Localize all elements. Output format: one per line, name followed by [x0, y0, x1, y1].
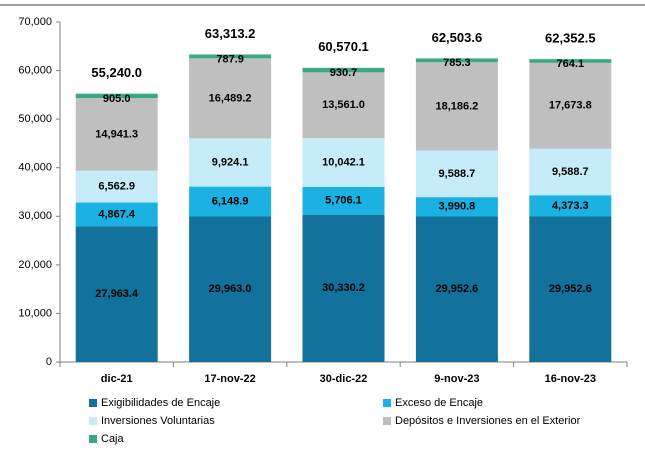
value-label: 6,562.9 [98, 181, 135, 193]
legend-label: Exceso de Encaje [395, 397, 483, 409]
bar-segment [302, 214, 385, 362]
value-label: 18,186.2 [435, 100, 478, 112]
value-label: 13,561.0 [322, 99, 365, 111]
value-label: 785.3 [443, 57, 471, 69]
bar-segment [415, 216, 498, 362]
bar-segment [75, 202, 158, 227]
bar-segment [189, 216, 272, 362]
bar-segment [75, 98, 158, 171]
value-label: 10,042.1 [322, 156, 365, 168]
value-label: 9,588.7 [439, 168, 476, 180]
value-label: 29,952.6 [549, 283, 592, 295]
y-tick-label: 0 [46, 356, 52, 368]
bar-segment [529, 59, 612, 63]
y-tick-label: 70,000 [18, 16, 52, 28]
value-label: 9,924.1 [212, 156, 249, 168]
total-label: 63,313.2 [205, 26, 256, 41]
legend-swatch [89, 435, 97, 443]
legend-label: Depósitos e Inversiones en el Exterior [395, 415, 581, 427]
value-label: 16,489.2 [209, 92, 252, 104]
bar-segment [75, 170, 158, 203]
value-label: 17,673.8 [549, 100, 592, 112]
value-label: 14,941.3 [95, 128, 138, 140]
bar-segment [529, 216, 612, 362]
x-tick-label: 16-nov-23 [545, 373, 596, 385]
bar-segment [189, 54, 272, 59]
value-label: 9,588.7 [552, 166, 589, 178]
legend-label: Exigibilidades de Encaje [101, 397, 220, 409]
x-tick-label: dic-21 [101, 373, 133, 385]
y-tick-label: 50,000 [18, 113, 52, 125]
total-label: 60,570.1 [318, 39, 369, 54]
value-label: 4,373.3 [552, 200, 589, 212]
value-label: 29,952.6 [435, 283, 478, 295]
value-label: 30,330.2 [322, 282, 365, 294]
bar-segment [302, 138, 385, 187]
value-label: 787.9 [216, 53, 244, 65]
total-label: 62,503.6 [432, 30, 483, 45]
bar-segment [189, 58, 272, 139]
bar-segment [529, 195, 612, 217]
y-tick-label: 30,000 [18, 210, 52, 222]
value-label: 6,148.9 [212, 195, 249, 207]
value-label: 764.1 [557, 58, 585, 70]
value-label: 905.0 [103, 93, 131, 105]
bar-segment [529, 148, 612, 196]
bar-segment [415, 197, 498, 217]
bar-segment [529, 62, 612, 149]
total-label: 55,240.0 [91, 65, 142, 80]
bar-segment [189, 138, 272, 187]
value-label: 29,963.0 [209, 283, 252, 295]
bar-segment [415, 62, 498, 151]
legend-swatch [383, 399, 391, 407]
value-label: 27,963.4 [95, 288, 139, 300]
y-tick-label: 20,000 [18, 259, 52, 271]
y-tick-label: 40,000 [18, 162, 52, 174]
value-label: 5,706.1 [325, 195, 362, 207]
bar-segment [415, 150, 498, 198]
bar-segment [75, 226, 158, 362]
bar-segment [75, 93, 158, 99]
x-tick-label: 17-nov-22 [204, 373, 255, 385]
bar-segment [302, 72, 385, 139]
value-label: 4,867.4 [98, 208, 136, 220]
y-tick-label: 60,000 [18, 64, 52, 76]
y-tick-label: 10,000 [18, 307, 52, 319]
legend-swatch [89, 417, 97, 425]
value-label: 3,990.8 [439, 201, 476, 213]
legend-label: Inversiones Voluntarias [101, 415, 215, 427]
x-tick-label: 9-nov-23 [434, 373, 479, 385]
bar-segment [302, 67, 385, 73]
total-label: 62,352.5 [545, 31, 596, 46]
value-label: 930.7 [330, 67, 358, 79]
legend-label: Caja [101, 433, 125, 445]
legend-swatch [89, 399, 97, 407]
bar-segment [302, 186, 385, 215]
bar-segment [189, 186, 272, 217]
x-tick-label: 30-dic-22 [320, 373, 368, 385]
legend-swatch [383, 417, 391, 425]
bar-segment [415, 58, 498, 63]
